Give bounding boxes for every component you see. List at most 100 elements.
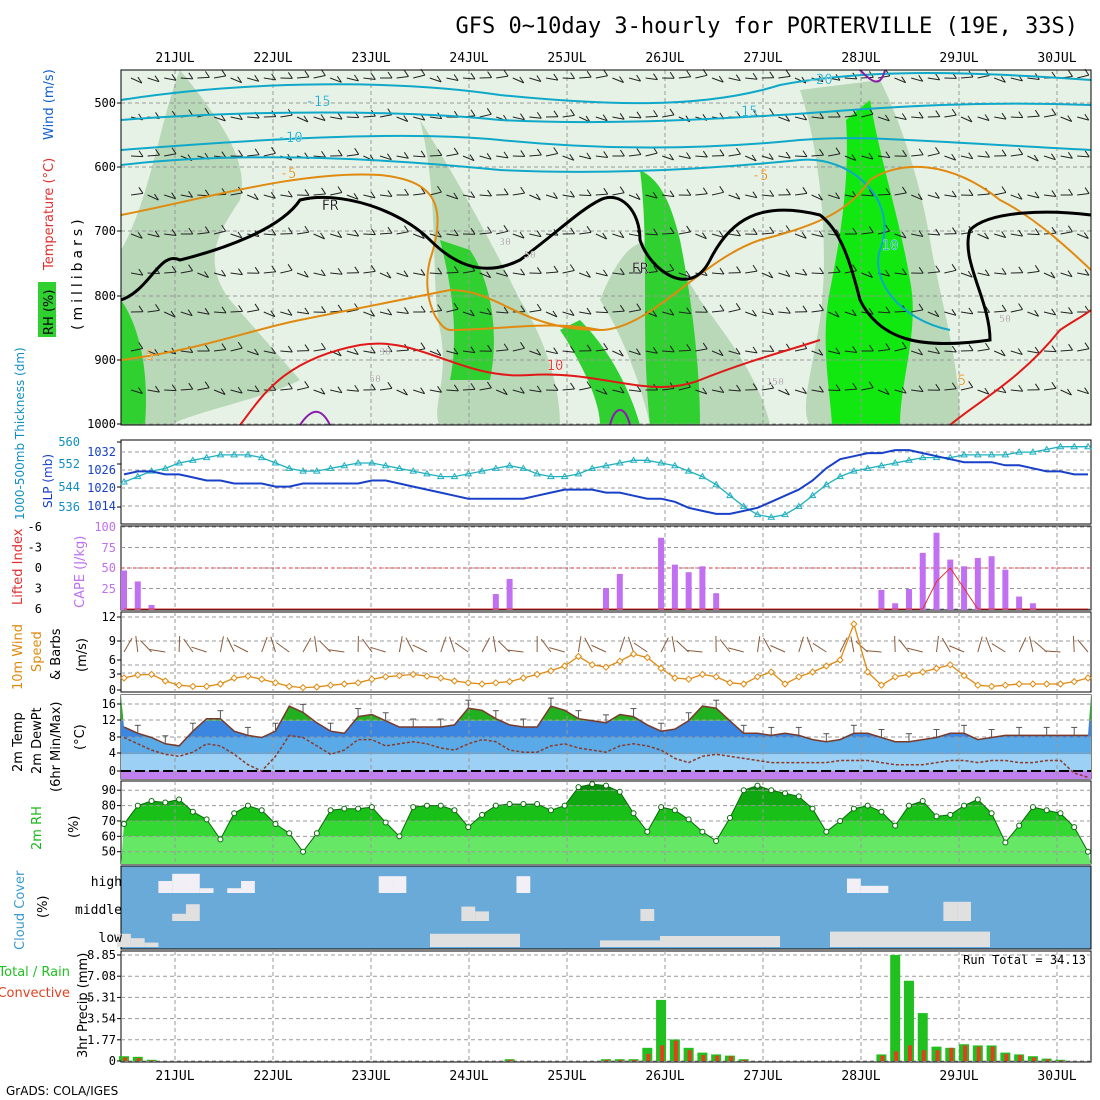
wind-barb-flag [1034,310,1040,317]
credit-label: GrADS: COLA/IGES [6,1084,118,1098]
thickness-point [905,456,913,463]
wind-barb [811,116,824,119]
wind-barb-flag [1018,229,1024,237]
wind10-point [1029,680,1037,688]
thickness-point [244,450,252,458]
wind-barb-flag [304,225,310,233]
wind-barb [612,310,625,313]
contour-label: -20 [807,72,832,88]
wind-barb [446,194,458,200]
wind-barb-flag [653,228,658,236]
wind-barb [462,388,476,391]
wind-barb-flag [320,387,326,395]
wind-barb [861,194,874,197]
wind-barb [379,194,392,197]
wind-barb-flag [535,193,541,201]
contour-label: -5 [280,166,297,182]
wind-barb [446,350,459,355]
wind-barb-flag [403,388,408,396]
wind-barb-flag [619,186,625,193]
top-date-label: 27JUL [743,51,782,66]
wind-barb-flag [570,190,575,198]
wind-barb-flag [520,305,526,312]
bottom-date-label: 26JUL [645,1069,684,1084]
wind-barb [911,389,924,393]
tick-label: 8 [109,730,116,744]
wind-barb [894,347,907,352]
thickness-series [120,442,1092,520]
wind-barb-flag [503,306,509,314]
cloud-block [830,931,990,947]
wind-barb-flag [769,345,775,352]
cloud-block [475,911,489,921]
wind-barb-flag [487,381,492,389]
wind-barb-flag [353,193,359,200]
wind-barb [927,311,940,318]
wind-barb [1043,387,1056,391]
precip-units-label: 3hr Precip (mm) [76,953,91,1058]
wind-barb-flag [752,72,758,80]
wind-barb [164,194,176,200]
wind10-barb [270,636,276,653]
precip-conv-bar [632,1059,637,1061]
wind-barb-flag [702,305,708,313]
wind-barb-flag [918,111,924,119]
rh2m-point [492,802,499,809]
wind-barb [429,77,442,83]
wind-barb-flag [752,383,758,390]
wind-barb [396,389,408,396]
wind-barb-flag [519,76,525,84]
wind-barb-flag [188,109,194,116]
wind-barb [927,194,940,199]
wind-barb [130,233,143,239]
wind-barb-flag [802,187,808,194]
wind-barb-flag [1018,266,1024,274]
wind10-point [326,681,335,689]
wind-barb-flag [636,303,642,310]
wind10-point [299,683,307,692]
wind-barb [911,233,924,237]
wind-barb [977,116,990,121]
wind-barb [695,155,708,158]
wind-barb [1077,272,1090,276]
wind-barb [213,389,226,395]
wind-barb [512,389,525,394]
wind-barb-flag [171,265,177,273]
cloud-block [860,885,875,893]
wind-barb-flag [503,151,509,159]
li-tick-label: -3 [28,541,42,555]
wind-barb-flag [253,193,259,200]
rh2m-point [1002,839,1009,846]
wind-barb [330,77,342,83]
wind-barb-flag [387,226,393,234]
wind10-barb [314,636,318,653]
wind-barb [794,77,807,84]
wind-barb-flag [653,265,658,272]
thickness-point [836,472,844,480]
rh-shade-region [440,240,494,380]
wind10-barb [1077,639,1089,653]
rh2m-point [740,787,747,794]
wind-barb [678,76,691,79]
wind-barb-flag [884,114,890,122]
wind-barb [811,389,824,393]
wind10-barb [839,637,848,653]
wind-barb [662,388,675,391]
wind10-units: (m/s) [75,638,90,672]
wind-barb-flag [486,108,492,115]
wind-barb [595,389,608,395]
wind10-barb [362,638,373,653]
wind-barb [811,272,824,275]
wind-barb-flag [902,268,907,275]
wind10-point [836,656,844,664]
rh2m-point [231,810,238,817]
wind-barb-flag [902,186,907,194]
wind-barb-flag [686,70,692,78]
wind-barb-flag [1001,386,1007,393]
wind-barb-flag [951,382,957,390]
wind-barb [263,311,276,318]
wind-barb-flag [1051,108,1057,115]
wind-barb-flag [1067,225,1073,232]
wind-barb-flag [851,309,857,316]
wind-barb [1027,155,1039,162]
